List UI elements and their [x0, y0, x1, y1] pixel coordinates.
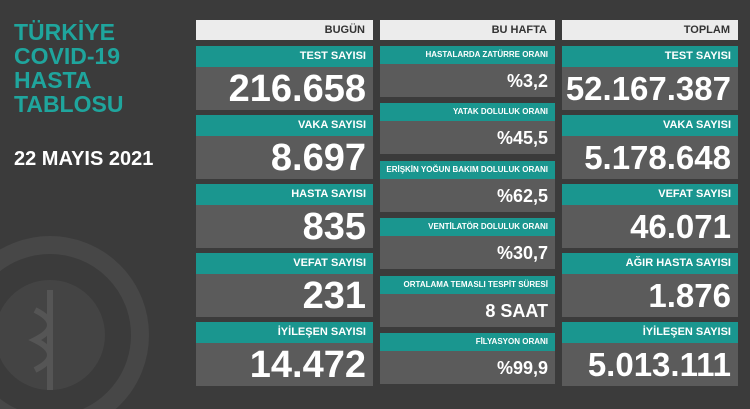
card-label: TEST SAYISI [562, 46, 738, 67]
card-value: 5.013.111 [562, 343, 738, 386]
date: 22 MAYIS 2021 [14, 148, 154, 170]
title-line: COVID-19 [14, 43, 121, 69]
title-line: TÜRKİYE [14, 19, 115, 45]
card-value: %62,5 [380, 178, 555, 212]
title: TÜRKİYE COVID-19 HASTA TABLOSU [14, 20, 123, 116]
card-label: İYİLEŞEN SAYISI [562, 322, 738, 343]
card-value: 1.876 [562, 274, 738, 317]
card-label: VEFAT SAYISI [562, 184, 738, 205]
card-value: 46.071 [562, 205, 738, 248]
card-value: 5.178.648 [562, 136, 738, 179]
emblem [0, 236, 149, 409]
card-value: 835 [196, 205, 373, 248]
card-label: VENTİLATÖR DOLULUK ORANI [380, 218, 555, 237]
card-label: FİLYASYON ORANI [380, 333, 555, 351]
title-line: TABLOSU [14, 91, 124, 117]
card-value: %45,5 [380, 121, 555, 155]
card-value: %99,9 [380, 351, 555, 384]
card-label: TEST SAYISI [196, 46, 373, 67]
card-value: 8 SAAT [380, 293, 555, 327]
card-value: 8.697 [196, 136, 373, 179]
column-heading: BU HAFTA [380, 20, 555, 40]
card-label: İYİLEŞEN SAYISI [196, 322, 373, 343]
card-label: ERİŞKİN YOĞUN BAKIM DOLULUK ORANI [380, 160, 555, 179]
card-value: %3,2 [380, 64, 555, 97]
card-label: AĞIR HASTA SAYISI [562, 253, 738, 274]
column-heading: BUGÜN [196, 20, 373, 40]
card-label: VEFAT SAYISI [196, 253, 373, 274]
card-label: VAKA SAYISI [196, 115, 373, 136]
card-value: 14.472 [196, 343, 373, 386]
card-value: 216.658 [196, 67, 373, 110]
card-value: 52.167.387 [562, 67, 738, 110]
card-label: ORTALAMA TEMASLI TESPİT SÜRESİ [380, 275, 555, 294]
card-label: YATAK DOLULUK ORANI [380, 103, 555, 122]
title-line: HASTA [14, 67, 92, 93]
card-value: 231 [196, 274, 373, 317]
card-label: HASTALARDA ZATÜRRE ORANI [380, 46, 555, 64]
column-heading: TOPLAM [562, 20, 738, 40]
card-value: %30,7 [380, 236, 555, 270]
card-label: VAKA SAYISI [562, 115, 738, 136]
card-label: HASTA SAYISI [196, 184, 373, 205]
